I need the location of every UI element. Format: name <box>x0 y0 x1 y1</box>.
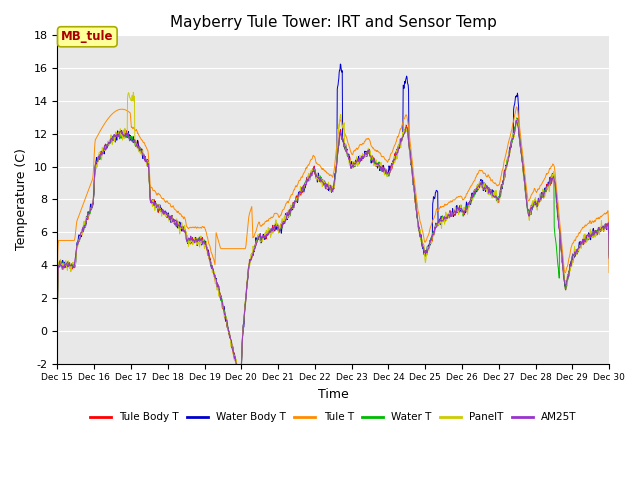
AM25T <box>419 244 427 250</box>
Title: Mayberry Tule Tower: IRT and Sensor Temp: Mayberry Tule Tower: IRT and Sensor Temp <box>170 15 497 30</box>
Tule Body T <box>492 192 499 197</box>
Water Body T <box>163 212 170 217</box>
Tule Body T <box>513 116 521 121</box>
AM25T <box>540 189 548 195</box>
AM25T <box>238 340 246 346</box>
Tule Body T <box>163 212 170 217</box>
Line: PanelT: PanelT <box>58 92 609 388</box>
Water T <box>513 115 520 121</box>
AM25T <box>513 118 520 123</box>
Water Body T <box>238 341 246 347</box>
Water Body T <box>337 61 344 67</box>
AM25T <box>176 222 184 228</box>
Legend: Tule Body T, Water Body T, Tule T, Water T, PanelT, AM25T: Tule Body T, Water Body T, Tule T, Water… <box>86 408 580 426</box>
Tule T <box>540 177 548 183</box>
Tule Body T <box>419 242 427 248</box>
Tule Body T <box>236 379 244 384</box>
Line: Tule T: Tule T <box>58 107 609 284</box>
Water T <box>540 189 548 195</box>
AM25T <box>54 309 61 314</box>
PanelT <box>420 244 428 250</box>
PanelT <box>54 309 61 314</box>
PanelT <box>239 330 246 336</box>
Line: Water T: Water T <box>58 118 609 382</box>
Water T <box>54 309 61 315</box>
Water Body T <box>236 382 244 388</box>
Water Body T <box>420 248 428 254</box>
PanelT <box>605 255 613 261</box>
AM25T <box>492 194 499 200</box>
Line: Water Body T: Water Body T <box>58 64 609 385</box>
Water T <box>419 242 427 248</box>
Tule Body T <box>540 187 548 192</box>
Water T <box>605 252 613 257</box>
Tule T <box>419 229 427 235</box>
Tule T <box>513 104 520 110</box>
Water T <box>236 379 244 385</box>
Water Body T <box>176 219 184 225</box>
Tule Body T <box>54 308 61 313</box>
Tule T <box>163 198 170 204</box>
Tule T <box>176 211 184 217</box>
Tule Body T <box>176 224 184 229</box>
Water T <box>163 212 170 217</box>
Tule T <box>491 180 499 186</box>
PanelT <box>177 223 184 229</box>
Tule Body T <box>605 252 613 258</box>
Water Body T <box>605 253 613 259</box>
Water T <box>492 193 499 199</box>
Water T <box>176 224 184 230</box>
Water Body T <box>540 188 548 194</box>
PanelT <box>236 385 244 391</box>
Line: AM25T: AM25T <box>58 120 609 382</box>
Water Body T <box>492 192 499 198</box>
Tule T <box>54 281 61 287</box>
PanelT <box>129 89 137 95</box>
Y-axis label: Temperature (C): Temperature (C) <box>15 148 28 251</box>
X-axis label: Time: Time <box>318 388 349 401</box>
Line: Tule Body T: Tule Body T <box>58 119 609 382</box>
Water Body T <box>54 307 61 313</box>
PanelT <box>163 214 171 219</box>
Tule Body T <box>238 343 246 349</box>
AM25T <box>236 379 244 384</box>
AM25T <box>605 255 613 261</box>
AM25T <box>163 212 170 217</box>
Water T <box>238 341 246 347</box>
Text: MB_tule: MB_tule <box>61 30 113 43</box>
PanelT <box>540 193 548 199</box>
PanelT <box>492 192 499 198</box>
Tule T <box>238 246 246 252</box>
Tule T <box>605 270 613 276</box>
